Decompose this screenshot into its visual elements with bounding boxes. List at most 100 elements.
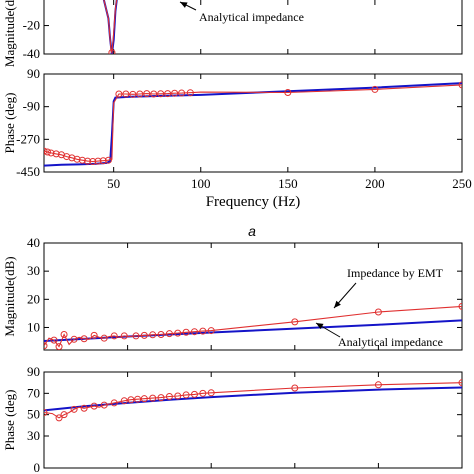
y-tick-label: 40: [27, 235, 40, 250]
series-marker: [99, 157, 107, 165]
series-marker: [52, 150, 60, 158]
series-marker: [55, 343, 63, 350]
series-marker: [182, 391, 190, 399]
y-axis-label: Phase (deg): [2, 92, 17, 153]
series-marker: [165, 330, 173, 338]
series-line-emt: [103, 0, 118, 54]
series-marker: [70, 405, 78, 413]
series-marker: [150, 90, 158, 98]
y-axis-label: Magnitude(dB): [2, 0, 17, 67]
series-line-analytical: [44, 319, 462, 342]
series-line-emt: [44, 382, 462, 419]
series-marker: [90, 331, 98, 339]
panel-a-magnitude: -40 -20 Magnitude(dB): [2, 0, 463, 67]
series-marker: [165, 393, 173, 401]
y-tick-label: 10: [27, 319, 40, 334]
series-line-emt: [44, 84, 462, 163]
series-marker: [186, 89, 194, 97]
x-tick-label: 50: [107, 176, 120, 191]
series-marker: [458, 302, 462, 310]
series-line-emt: [44, 305, 462, 348]
y-tick-label: 50: [27, 407, 40, 422]
series-marker: [174, 392, 182, 400]
series-marker: [190, 328, 198, 336]
axes-frame: [43, 242, 463, 351]
y-tick-label: -90: [23, 99, 40, 114]
series-marker: [149, 331, 157, 339]
series-marker: [182, 328, 190, 336]
axes-frame: [43, 0, 463, 55]
panel-a-phase: -450 -270 -90 90 50 100 150 200 250 Phase (deg) Fr…: [2, 66, 472, 210]
y-tick-label: 30: [27, 428, 40, 443]
series-marker: [60, 331, 68, 339]
series-marker: [458, 81, 462, 89]
series-marker: [50, 336, 58, 344]
series-marker: [140, 395, 148, 403]
series-group: [44, 81, 462, 167]
series-marker: [127, 396, 135, 404]
figure-caption: a: [248, 223, 256, 239]
y-tick-label: 90: [27, 66, 40, 81]
y-tick-label: -270: [16, 131, 40, 146]
series-marker: [136, 90, 144, 98]
y-tick-label: 30: [27, 263, 40, 278]
series-marker: [94, 157, 102, 165]
y-tick-label: 0: [34, 460, 41, 474]
annotation-arrowhead: [316, 323, 324, 330]
series-marker: [149, 394, 157, 402]
annotation-analytical-b: Analytical impedance: [338, 335, 443, 349]
series-marker: [199, 389, 207, 397]
series-marker: [371, 85, 379, 93]
series-marker: [178, 89, 186, 97]
panel-b-magnitude: 10 20 30 40 Magnitude(dB): [2, 235, 463, 351]
series-marker: [157, 90, 165, 98]
series-marker: [100, 334, 108, 342]
series-marker: [80, 404, 88, 412]
series-marker: [207, 327, 215, 335]
series-line-analytical: [44, 82, 462, 167]
x-tick-label: 100: [191, 176, 211, 191]
series-marker: [291, 384, 299, 392]
series-marker: [108, 49, 116, 54]
series-marker: [174, 329, 182, 337]
series-marker: [171, 89, 179, 97]
series-marker: [47, 149, 55, 157]
x-tick-label: 200: [365, 176, 385, 191]
series-marker: [100, 401, 108, 409]
series-marker: [55, 414, 63, 422]
series-marker: [44, 409, 48, 417]
series-marker: [374, 381, 382, 389]
series-marker: [199, 327, 207, 335]
series-line-analytical: [44, 386, 462, 412]
series-marker: [120, 397, 128, 405]
series-marker: [134, 395, 142, 403]
series-marker: [122, 90, 130, 98]
series-marker: [44, 148, 51, 156]
annotation-arrowhead: [180, 2, 188, 8]
series-marker: [104, 156, 112, 164]
x-axis-label: Frequency (Hz): [206, 194, 301, 210]
series-marker: [140, 331, 148, 339]
series-marker: [44, 147, 48, 155]
series-marker: [115, 90, 123, 98]
series-marker: [190, 390, 198, 398]
y-tick-label: -450: [16, 164, 40, 179]
series-marker: [458, 379, 462, 387]
series-marker: [207, 389, 215, 397]
axes-frame: [43, 371, 463, 469]
series-marker: [89, 157, 97, 165]
annotation-arrowhead: [334, 300, 341, 308]
panel-b-phase: 0 30 50 70 90 Phase (deg): [2, 364, 463, 474]
series-group: [44, 379, 462, 422]
series-marker: [143, 90, 151, 98]
x-tick-label: 150: [278, 176, 298, 191]
y-tick-label: -20: [23, 18, 40, 33]
series-marker: [374, 308, 382, 316]
y-tick-label: 70: [27, 385, 40, 400]
y-tick-label: 90: [27, 364, 40, 379]
series-marker: [70, 335, 78, 343]
series-marker: [110, 332, 118, 340]
series-marker: [73, 155, 81, 163]
series-marker: [60, 411, 68, 419]
